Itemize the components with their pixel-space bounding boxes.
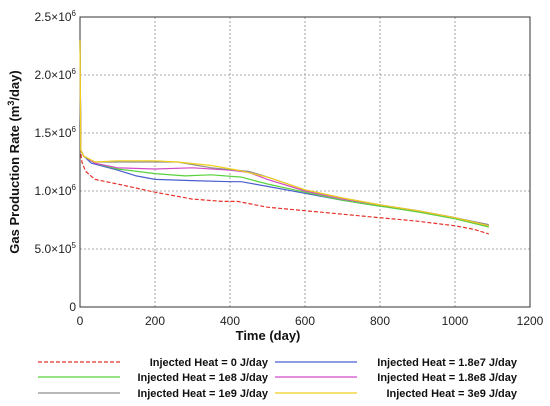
y-axis-title-end: /day) xyxy=(7,70,22,100)
y-tick-label: 1.5×106 xyxy=(35,125,77,140)
legend-label-3: Injected Heat = 1e8 J/day xyxy=(137,372,268,384)
x-tick-label: 800 xyxy=(370,314,390,328)
series-line-5 xyxy=(79,40,489,226)
x-axis-title: Time (day) xyxy=(236,328,301,343)
y-axis-title-main: Gas Production Rate (m xyxy=(7,106,22,254)
y-tick-label: 1.0×106 xyxy=(35,183,77,198)
x-tick-label: 200 xyxy=(145,314,165,328)
x-tick-label: 1000 xyxy=(442,314,469,328)
y-tick-labels: 0 5.0×105 1.0×106 1.5×106 2.0×106 2.5×106 xyxy=(35,9,77,314)
y-axis-title-sup: 3 xyxy=(6,101,16,106)
plot-frame xyxy=(79,16,531,308)
legend-label-5: Injected Heat = 1e9 J/day xyxy=(137,388,268,400)
series-lines xyxy=(79,40,489,235)
x-tick-label: 400 xyxy=(220,314,240,328)
series-line-3 xyxy=(79,40,489,228)
x-tick-label: 0 xyxy=(77,314,84,328)
y-tick-label: 0 xyxy=(69,300,76,314)
x-tick-label: 1200 xyxy=(517,314,544,328)
series-line-6 xyxy=(79,40,489,227)
legend-label-1: Injected Heat = 0 J/day xyxy=(150,357,269,369)
series-line-1 xyxy=(79,40,489,235)
y-tick-label: 2.0×106 xyxy=(35,67,77,82)
y-tick-label: 2.5×106 xyxy=(35,9,77,24)
x-tick-labels: 0 200 400 600 800 1000 1200 xyxy=(77,314,544,328)
legend-label-2: Injected Heat = 1.8e7 J/day xyxy=(377,357,518,369)
x-tick-label: 600 xyxy=(295,314,315,328)
y-axis-title: Gas Production Rate (m3/day) xyxy=(6,70,22,253)
legend: Injected Heat = 0 J/day Injected Heat = 1… xyxy=(38,357,518,400)
legend-label-4: Injected Heat = 1.8e8 J/day xyxy=(377,372,518,384)
legend-label-6: Injected Heat = 3e9 J/day xyxy=(386,388,517,400)
y-tick-label: 5.0×105 xyxy=(35,241,77,256)
